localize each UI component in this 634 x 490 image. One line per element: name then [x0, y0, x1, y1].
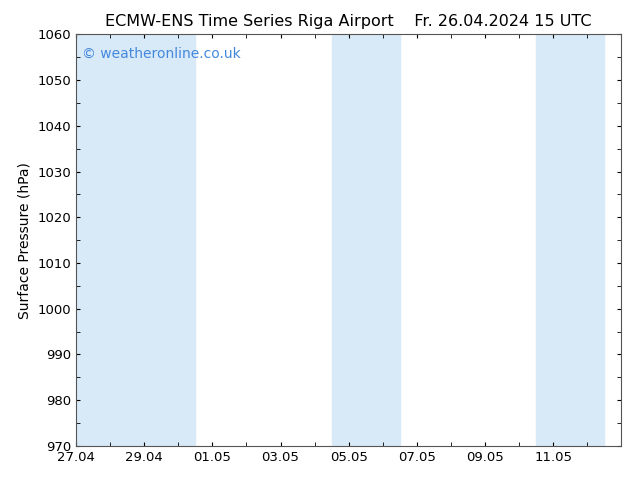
Bar	[127, 34, 195, 446]
Bar	[59, 34, 127, 446]
Text: © weatheronline.co.uk: © weatheronline.co.uk	[82, 47, 240, 61]
Bar	[332, 34, 400, 446]
Title: ECMW-ENS Time Series Riga Airport    Fr. 26.04.2024 15 UTC: ECMW-ENS Time Series Riga Airport Fr. 26…	[105, 14, 592, 29]
Y-axis label: Surface Pressure (hPa): Surface Pressure (hPa)	[18, 162, 32, 318]
Bar	[536, 34, 604, 446]
